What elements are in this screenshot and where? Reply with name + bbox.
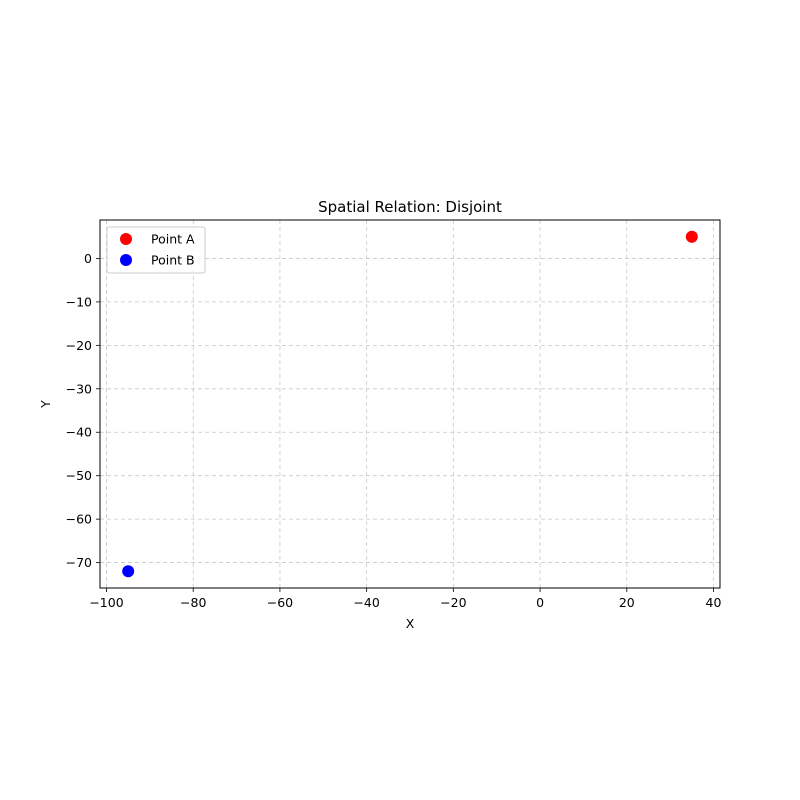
y-tick-label: −40 [66,425,92,440]
data-point[interactable] [122,565,135,578]
x-tick-label: −60 [267,595,293,610]
plot-frame [99,219,721,589]
legend-label: Point B [151,253,195,268]
x-tick-label: 20 [619,595,635,610]
legend-marker [120,233,132,245]
x-tick-label: −20 [440,595,466,610]
x-tick-label: −80 [180,595,206,610]
data-points [122,230,698,578]
legend[interactable]: Point A Point B [106,226,206,274]
legend-label: Point A [151,232,195,247]
y-tick-label: −30 [66,381,92,396]
y-tick-label: −50 [66,468,92,483]
chart-title: Spatial Relation: Disjoint [318,198,502,216]
y-axis: 0 −10 −20 −30 −40 −50 −60 −70 [66,251,100,570]
y-tick-label: 0 [84,251,92,266]
x-tick-label: −100 [89,595,123,610]
x-axis-label: X [406,616,415,631]
y-axis-label: Y [38,400,53,409]
legend-marker [120,254,132,266]
y-tick-label: −70 [66,555,92,570]
y-tick-label: −10 [66,294,92,309]
x-axis: −100 −80 −60 −40 −20 0 20 40 [89,588,721,610]
y-tick-label: −60 [66,512,92,527]
data-point[interactable] [685,230,698,243]
y-tick-label: −20 [66,338,92,353]
x-tick-label: −40 [353,595,379,610]
x-tick-label: 40 [706,595,722,610]
grid [100,220,720,588]
x-tick-label: 0 [536,595,544,610]
